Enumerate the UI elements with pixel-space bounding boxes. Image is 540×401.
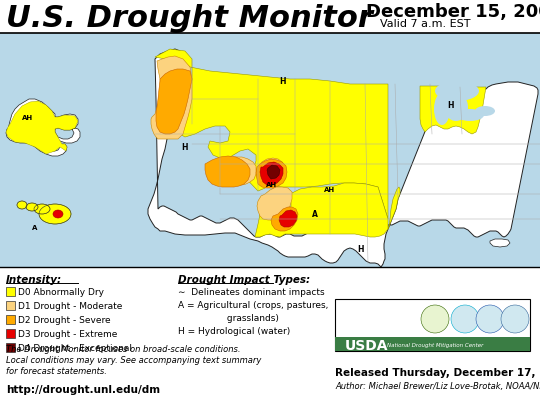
Ellipse shape bbox=[434, 94, 450, 126]
Polygon shape bbox=[256, 160, 287, 188]
Polygon shape bbox=[271, 207, 298, 231]
Ellipse shape bbox=[26, 203, 38, 211]
Text: Intensity:: Intensity: bbox=[6, 274, 62, 284]
Text: AH: AH bbox=[325, 186, 335, 192]
Ellipse shape bbox=[475, 107, 495, 117]
Polygon shape bbox=[279, 211, 297, 227]
Text: H: H bbox=[280, 77, 286, 86]
Text: Author: Michael Brewer/Liz Love-Brotak, NOAA/NESDIS/NCDC: Author: Michael Brewer/Liz Love-Brotak, … bbox=[335, 381, 540, 390]
Polygon shape bbox=[155, 50, 388, 219]
Polygon shape bbox=[156, 70, 192, 135]
Ellipse shape bbox=[501, 305, 529, 333]
Ellipse shape bbox=[476, 305, 504, 333]
Polygon shape bbox=[260, 162, 283, 186]
Text: Released Thursday, December 17, 2009: Released Thursday, December 17, 2009 bbox=[335, 367, 540, 377]
Text: Local conditions may vary. See accompanying text summary: Local conditions may vary. See accompany… bbox=[6, 355, 261, 364]
Text: December 15, 2009: December 15, 2009 bbox=[366, 3, 540, 21]
Polygon shape bbox=[490, 239, 510, 247]
Ellipse shape bbox=[444, 94, 468, 122]
FancyBboxPatch shape bbox=[335, 299, 530, 351]
Text: A: A bbox=[32, 225, 38, 231]
Text: Valid 7 a.m. EST: Valid 7 a.m. EST bbox=[380, 19, 470, 29]
Ellipse shape bbox=[456, 110, 484, 122]
Bar bbox=[0, 34, 540, 267]
Polygon shape bbox=[6, 102, 78, 155]
Polygon shape bbox=[205, 157, 250, 188]
Text: ∼  Delineates dominant impacts: ∼ Delineates dominant impacts bbox=[178, 287, 325, 296]
Text: H = Hydrological (water): H = Hydrological (water) bbox=[178, 326, 291, 335]
Polygon shape bbox=[151, 57, 192, 140]
Ellipse shape bbox=[39, 205, 71, 225]
Text: for forecast statements.: for forecast statements. bbox=[6, 366, 107, 375]
Ellipse shape bbox=[451, 305, 479, 333]
Text: H: H bbox=[357, 245, 363, 254]
Bar bbox=[6, 343, 15, 352]
Text: grasslands): grasslands) bbox=[178, 313, 279, 322]
Text: D4 Drought - Exceptional: D4 Drought - Exceptional bbox=[18, 343, 132, 352]
Text: AH: AH bbox=[23, 115, 33, 121]
Text: D2 Drought - Severe: D2 Drought - Severe bbox=[18, 315, 111, 324]
Ellipse shape bbox=[421, 305, 449, 333]
Text: A: A bbox=[312, 210, 318, 219]
Text: A = Agricultural (crops, pastures,: A = Agricultural (crops, pastures, bbox=[178, 300, 328, 309]
Bar bbox=[335, 337, 530, 351]
Text: D0 Abnormally Dry: D0 Abnormally Dry bbox=[18, 287, 104, 296]
Polygon shape bbox=[420, 87, 486, 135]
Ellipse shape bbox=[53, 211, 63, 219]
Polygon shape bbox=[148, 50, 538, 267]
Bar bbox=[6, 329, 15, 338]
Polygon shape bbox=[257, 188, 292, 221]
Polygon shape bbox=[210, 158, 256, 186]
Text: H: H bbox=[447, 100, 453, 109]
Text: The Drought Monitor focuses on broad-scale conditions.: The Drought Monitor focuses on broad-sca… bbox=[6, 344, 240, 353]
Polygon shape bbox=[255, 184, 388, 237]
Polygon shape bbox=[388, 188, 400, 229]
Text: D1 Drought - Moderate: D1 Drought - Moderate bbox=[18, 301, 123, 310]
Bar bbox=[6, 301, 15, 310]
Ellipse shape bbox=[17, 201, 27, 209]
Text: AH: AH bbox=[266, 182, 278, 188]
Ellipse shape bbox=[435, 82, 479, 102]
Text: National Drought Mitigation Center: National Drought Mitigation Center bbox=[387, 342, 483, 348]
Ellipse shape bbox=[34, 205, 50, 215]
Polygon shape bbox=[6, 100, 80, 157]
Bar bbox=[6, 287, 15, 296]
Text: U.S. Drought Monitor: U.S. Drought Monitor bbox=[6, 4, 373, 33]
Text: H: H bbox=[182, 143, 188, 152]
Text: D3 Drought - Extreme: D3 Drought - Extreme bbox=[18, 329, 117, 338]
Text: Drought Impact Types:: Drought Impact Types: bbox=[178, 274, 310, 284]
Text: USDA: USDA bbox=[345, 338, 388, 352]
Polygon shape bbox=[267, 166, 280, 180]
Polygon shape bbox=[257, 159, 285, 186]
Bar bbox=[6, 315, 15, 324]
Text: http://drought.unl.edu/dm: http://drought.unl.edu/dm bbox=[6, 384, 160, 394]
